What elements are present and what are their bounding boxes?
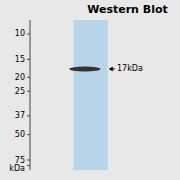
y-tick (27, 160, 30, 161)
y-tick-label: 20 (15, 73, 25, 82)
y-tick-label: 50 (15, 130, 25, 139)
plot-area (69, 20, 107, 170)
y-tick (27, 165, 30, 166)
band (69, 66, 100, 71)
chart-container: Western Blot10152025375075kDa17kDa (0, 0, 180, 180)
title: Western Blot (87, 3, 168, 16)
chart-svg: Western Blot10152025375075kDa17kDa (0, 0, 180, 180)
y-tick (27, 77, 30, 78)
y-tick-label: 10 (15, 29, 25, 38)
y-tick (27, 91, 30, 92)
y-tick-label: 37 (15, 111, 25, 120)
y-axis-line (30, 20, 31, 170)
annotation-text: 17kDa (117, 64, 143, 73)
gel-lane (74, 20, 108, 170)
y-tick (27, 59, 30, 60)
y-tick (27, 33, 30, 34)
y-tick (27, 134, 30, 135)
y-tick-label: 25 (15, 87, 25, 96)
y-tick (27, 115, 30, 116)
y-tick-label: kDa (9, 164, 25, 173)
annotation-arrowhead (109, 66, 113, 71)
y-tick-label: 15 (15, 55, 25, 64)
